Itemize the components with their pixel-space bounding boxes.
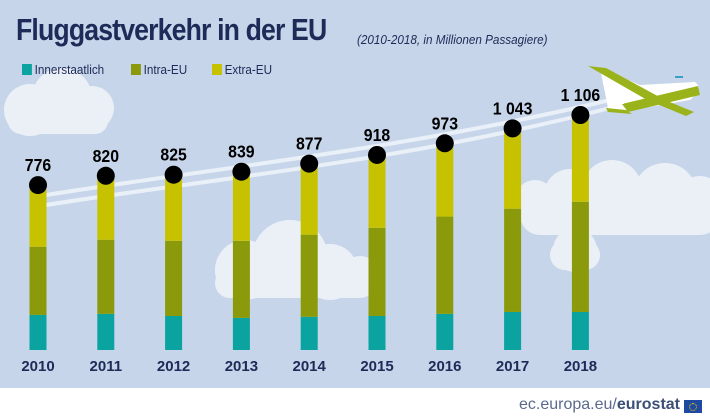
x-tick-label-2016: 2016: [428, 358, 461, 375]
total-label-2015: 918: [364, 125, 390, 145]
bar-segment-innerstaatlich-2012: [165, 316, 183, 350]
total-marker-2018: [571, 106, 590, 124]
bar-segment-extra-eu-2016: [436, 143, 454, 217]
eu-flag-icon: [684, 400, 702, 413]
total-label-2010: 776: [25, 155, 51, 175]
legend-label: Intra-EU: [143, 62, 188, 77]
total-marker-2015: [368, 145, 386, 164]
airplane-icon: [588, 66, 700, 116]
total-label-2011: 820: [93, 146, 119, 166]
x-tick-label-2013: 2013: [225, 358, 258, 375]
total-label-2012: 825: [160, 145, 186, 165]
sky-background: [0, 0, 710, 388]
bar-segment-intra-eu-2013: [232, 240, 250, 318]
total-marker-2017: [503, 119, 522, 138]
total-marker-2011: [96, 166, 115, 185]
bar-segment-innerstaatlich-2016: [436, 313, 454, 350]
bar-segment-intra-eu-2010: [29, 246, 47, 315]
chart-title: Fluggastverkehr in der EU: [16, 12, 327, 47]
bar-segment-extra-eu-2010: [29, 185, 47, 247]
bar-segment-intra-eu-2017: [504, 208, 522, 312]
x-tick-label-2017: 2017: [496, 358, 529, 375]
bar-segment-extra-eu-2011: [97, 175, 115, 240]
total-label-2013: 839: [228, 142, 254, 162]
total-marker-2014: [300, 154, 319, 173]
bar-segment-innerstaatlich-2015: [368, 316, 386, 350]
total-marker-2012: [164, 165, 183, 184]
bar-segment-innerstaatlich-2010: [29, 314, 47, 350]
bar-segment-innerstaatlich-2017: [504, 311, 522, 350]
bar-segment-extra-eu-2014: [300, 163, 318, 235]
chart-subtitle: (2010-2018, in Millionen Passagiere): [357, 32, 548, 47]
total-label-2014: 877: [296, 134, 322, 154]
bar-segment-intra-eu-2016: [436, 216, 454, 314]
legend-swatch: [131, 64, 142, 75]
x-tick-label-2018: 2018: [564, 358, 597, 375]
bar-segment-innerstaatlich-2011: [97, 313, 115, 350]
legend-item-extra-eu: Extra-EU: [211, 62, 272, 77]
cloud-right: [515, 160, 710, 235]
bar-segment-extra-eu-2012: [165, 174, 183, 241]
bar-segment-intra-eu-2018: [571, 201, 589, 312]
total-marker-2013: [232, 162, 251, 181]
bar-segment-innerstaatlich-2013: [232, 317, 250, 350]
x-tick-label-2011: 2011: [90, 358, 123, 375]
bar-segment-intra-eu-2014: [300, 234, 318, 317]
x-tick-label-2010: 2010: [21, 358, 54, 375]
legend-label: Extra-EU: [224, 62, 272, 77]
total-marker-2010: [29, 176, 47, 195]
bar-chart: 776 2010 820 2011 825 2012 839 2013 877 2014 918 20…: [21, 85, 601, 375]
footer-brand: eurostat: [616, 396, 680, 413]
bar-segment-extra-eu-2018: [571, 115, 589, 202]
legend-item-innerstaatlich: Innerstaatlich: [22, 62, 104, 77]
source-footer: ec.europa.eu/eurostat: [519, 396, 680, 414]
bar-segment-intra-eu-2012: [165, 240, 183, 317]
bar-segment-innerstaatlich-2014: [300, 316, 318, 350]
legend-swatch: [22, 64, 32, 75]
bar-segment-extra-eu-2015: [368, 154, 386, 228]
legend-item-intra-eu: Intra-EU: [131, 62, 187, 77]
bar-segment-intra-eu-2011: [97, 239, 115, 314]
total-label-2017: 1 043: [493, 98, 533, 118]
x-tick-label-2012: 2012: [157, 358, 190, 375]
bar-segment-extra-eu-2013: [232, 171, 250, 241]
x-tick-label-2015: 2015: [360, 358, 393, 375]
bar-segment-extra-eu-2017: [504, 128, 522, 209]
bar-segment-intra-eu-2015: [368, 227, 386, 317]
x-tick-label-2014: 2014: [293, 358, 327, 375]
legend: Innerstaatlich Intra-EU Extra-EU: [22, 62, 278, 77]
bar-segment-innerstaatlich-2018: [571, 311, 589, 350]
cloud-left: [4, 68, 114, 136]
legend-swatch: [211, 64, 222, 75]
total-label-2016: 973: [432, 113, 458, 133]
total-marker-2016: [435, 134, 454, 153]
footer-url: ec.europa.eu/: [519, 396, 617, 413]
total-label-2018: 1 106: [561, 85, 601, 105]
legend-label: Innerstaatlich: [34, 62, 105, 77]
